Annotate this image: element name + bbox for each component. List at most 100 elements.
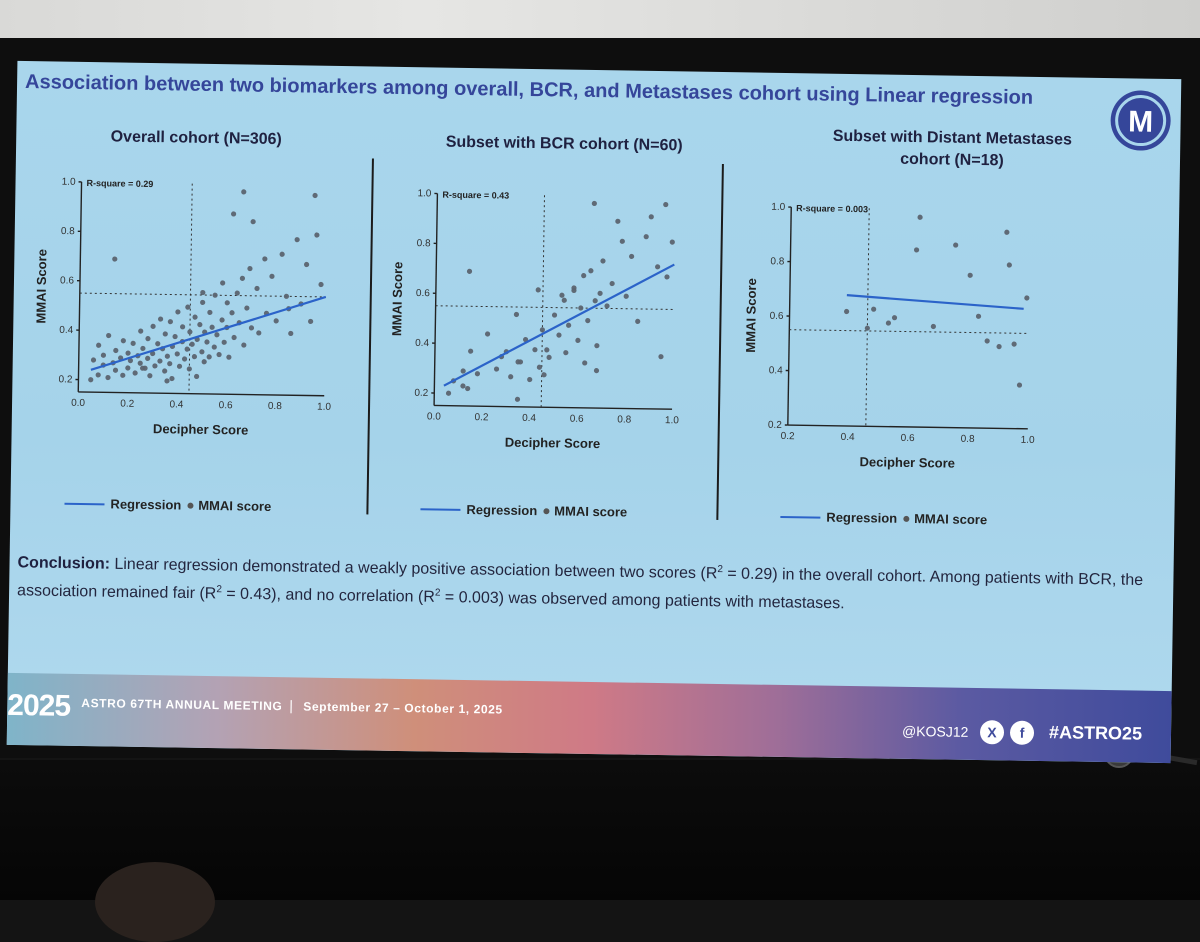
meeting-name: ASTRO 67TH ANNUAL MEETING	[81, 696, 282, 713]
meeting-dates: September 27 – October 1, 2025	[303, 699, 503, 716]
data-point	[199, 349, 204, 354]
x-tick-label: 0.6	[570, 414, 585, 425]
data-point	[212, 293, 217, 298]
data-point	[125, 351, 130, 356]
data-point	[220, 280, 225, 285]
data-point	[546, 355, 551, 360]
data-point	[200, 290, 205, 295]
data-point	[158, 316, 163, 321]
y-tick-label: 0.2	[414, 388, 429, 399]
data-point	[216, 352, 221, 357]
data-point	[241, 189, 246, 194]
data-point	[575, 338, 580, 343]
data-point	[212, 344, 217, 349]
y-axis-title: MMAI Score	[389, 262, 405, 337]
y-tick-label: 0.6	[60, 275, 75, 286]
data-point	[251, 219, 256, 224]
r-square-label: R-square = 0.003	[796, 203, 868, 214]
conclusion-part-4: = 0.003) was observed among patients wit…	[440, 589, 844, 612]
data-point	[537, 365, 542, 370]
y-tick-label: 0.4	[415, 338, 430, 349]
x-tick-label: 0.2	[120, 399, 135, 410]
data-point	[164, 378, 169, 383]
data-point	[207, 354, 212, 359]
data-point	[670, 239, 675, 244]
data-point	[200, 300, 205, 305]
data-point	[892, 315, 897, 320]
data-point	[540, 327, 545, 332]
data-point	[180, 324, 185, 329]
panel-3-legend: Regression MMAI score	[780, 509, 987, 527]
data-point	[150, 324, 155, 329]
y-axis-line	[434, 194, 437, 406]
x-axis-line	[78, 392, 324, 396]
data-point	[931, 324, 936, 329]
data-point	[552, 312, 557, 317]
x-tick-label: 0.6	[219, 400, 234, 411]
conclusion-text: Conclusion: Linear regression demonstrat…	[17, 547, 1148, 621]
meeting-year-logo: 2025	[7, 689, 70, 724]
data-point	[566, 323, 571, 328]
y-axis-title: MMAI Score	[743, 278, 759, 353]
regression-line-swatch	[64, 502, 104, 505]
data-point	[165, 354, 170, 359]
data-point	[541, 372, 546, 377]
x-tick-label: 1.0	[1021, 435, 1036, 446]
data-point	[214, 332, 219, 337]
data-point	[556, 332, 561, 337]
data-point	[96, 343, 101, 348]
data-point	[494, 366, 499, 371]
data-point	[663, 202, 668, 207]
data-point	[209, 325, 214, 330]
data-point	[600, 258, 605, 263]
data-point	[231, 211, 236, 216]
x-tick-label: 0.8	[268, 401, 283, 412]
data-point	[578, 305, 583, 310]
data-point	[1004, 230, 1009, 235]
data-point	[145, 336, 150, 341]
data-point	[304, 262, 309, 267]
data-point	[101, 353, 106, 358]
data-point	[229, 310, 234, 315]
y-tick-label: 0.2	[768, 420, 783, 431]
data-point	[475, 371, 480, 376]
legend-regression-label: Regression	[466, 502, 537, 518]
data-point	[609, 281, 614, 286]
y-tick-label: 0.4	[59, 325, 74, 336]
data-point	[615, 219, 620, 224]
vertical-reference-line	[866, 208, 869, 426]
data-point	[563, 350, 568, 355]
data-point	[485, 331, 490, 336]
point-swatch	[187, 502, 193, 508]
data-point	[629, 254, 634, 259]
data-point	[593, 298, 598, 303]
data-point	[192, 314, 197, 319]
data-point	[96, 372, 101, 377]
x-tick-label: 0.2	[474, 412, 489, 423]
data-point	[592, 201, 597, 206]
data-point	[312, 193, 317, 198]
y-tick-label: 0.4	[769, 365, 784, 376]
data-point	[147, 373, 152, 378]
data-point	[594, 368, 599, 373]
data-point	[597, 291, 602, 296]
y-tick-label: 0.2	[58, 374, 73, 385]
data-point	[461, 368, 466, 373]
data-point	[172, 334, 177, 339]
data-point	[155, 341, 160, 346]
data-point	[886, 320, 891, 325]
regression-line-swatch	[780, 515, 820, 518]
data-point	[112, 256, 117, 261]
x-tick-label: 0.0	[71, 398, 86, 409]
y-tick-label: 1.0	[771, 202, 786, 213]
data-point	[254, 286, 259, 291]
data-point	[635, 319, 640, 324]
data-point	[1024, 295, 1029, 300]
data-point	[244, 305, 249, 310]
data-point	[314, 232, 319, 237]
data-point	[207, 310, 212, 315]
data-point	[1017, 382, 1022, 387]
data-point	[225, 300, 230, 305]
data-point	[644, 234, 649, 239]
